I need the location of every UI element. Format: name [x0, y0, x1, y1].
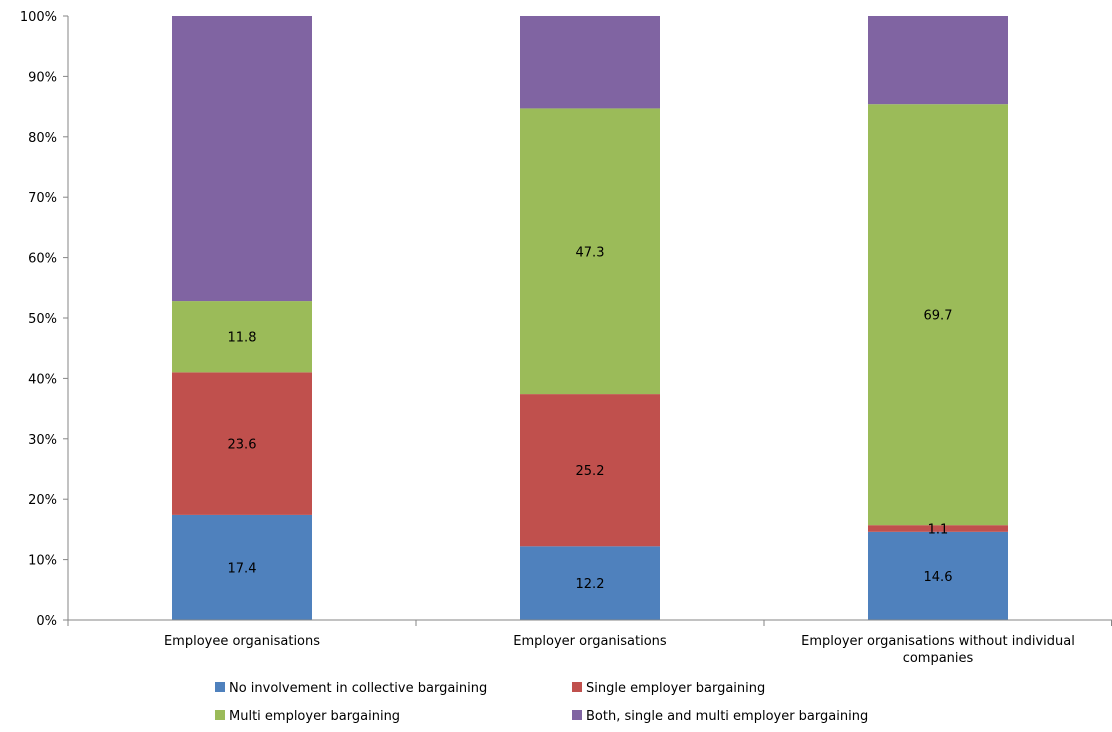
data-label: 12.2 — [576, 577, 605, 592]
legend-swatch — [215, 682, 225, 692]
y-tick-label: 50% — [28, 312, 57, 327]
bar-segment — [172, 301, 312, 373]
data-label: 23.6 — [228, 438, 257, 453]
y-tick-label: 80% — [28, 131, 57, 146]
x-tick-label: Employer organisations without individua… — [801, 634, 1075, 649]
data-label: 1.1 — [928, 522, 949, 537]
legend: No involvement in collective bargaining S… — [215, 681, 868, 724]
data-label: 47.3 — [576, 245, 605, 260]
data-label: 14.6 — [924, 570, 953, 585]
bar-segment — [520, 546, 660, 620]
x-tick-label: Employee organisations — [164, 634, 320, 649]
bar-segment — [172, 16, 312, 302]
bar-segment — [868, 525, 1008, 532]
y-tick-label: 90% — [28, 70, 57, 85]
y-tick-label: 0% — [36, 614, 57, 629]
y-tick-label: 40% — [28, 372, 57, 387]
y-tick-label: 70% — [28, 191, 57, 206]
legend-label: Multi employer bargaining — [229, 709, 400, 724]
data-label: 69.7 — [924, 309, 953, 324]
legend-swatch — [572, 710, 582, 720]
bar-segment — [172, 372, 312, 515]
legend-swatch — [215, 710, 225, 720]
bar-segment — [868, 531, 1008, 620]
axis-layer: 0% 10% 20% 30% 40% 50% 60% 70% 80% 90% 100% Employe… — [20, 10, 1112, 666]
y-tick-label: 30% — [28, 433, 57, 448]
data-label: 17.4 — [228, 561, 257, 576]
bar-segment — [172, 514, 312, 620]
bar-segment — [868, 16, 1008, 105]
bar-segment — [520, 108, 660, 395]
data-label: 25.2 — [576, 464, 605, 479]
legend-label: Both, single and multi employer bargaini… — [586, 709, 868, 724]
bar-segment — [868, 104, 1008, 526]
y-tick-label: 10% — [28, 554, 57, 569]
y-tick-label: 20% — [28, 493, 57, 508]
y-tick-label: 100% — [20, 10, 57, 25]
bars-layer — [172, 16, 1008, 620]
data-label: 11.8 — [228, 331, 257, 346]
bar-segment — [520, 16, 660, 109]
y-tick-label: 60% — [28, 252, 57, 267]
x-tick-label: Employer organisations — [513, 634, 667, 649]
data-labels-layer: 17.4 23.6 11.8 12.2 25.2 47.3 14.6 1.1 69.7 — [228, 245, 953, 592]
legend-label: Single employer bargaining — [586, 681, 765, 696]
legend-swatch — [572, 682, 582, 692]
bar-segment — [520, 394, 660, 547]
legend-label: No involvement in collective bargaining — [229, 681, 487, 696]
x-tick-label: companies — [903, 651, 974, 666]
